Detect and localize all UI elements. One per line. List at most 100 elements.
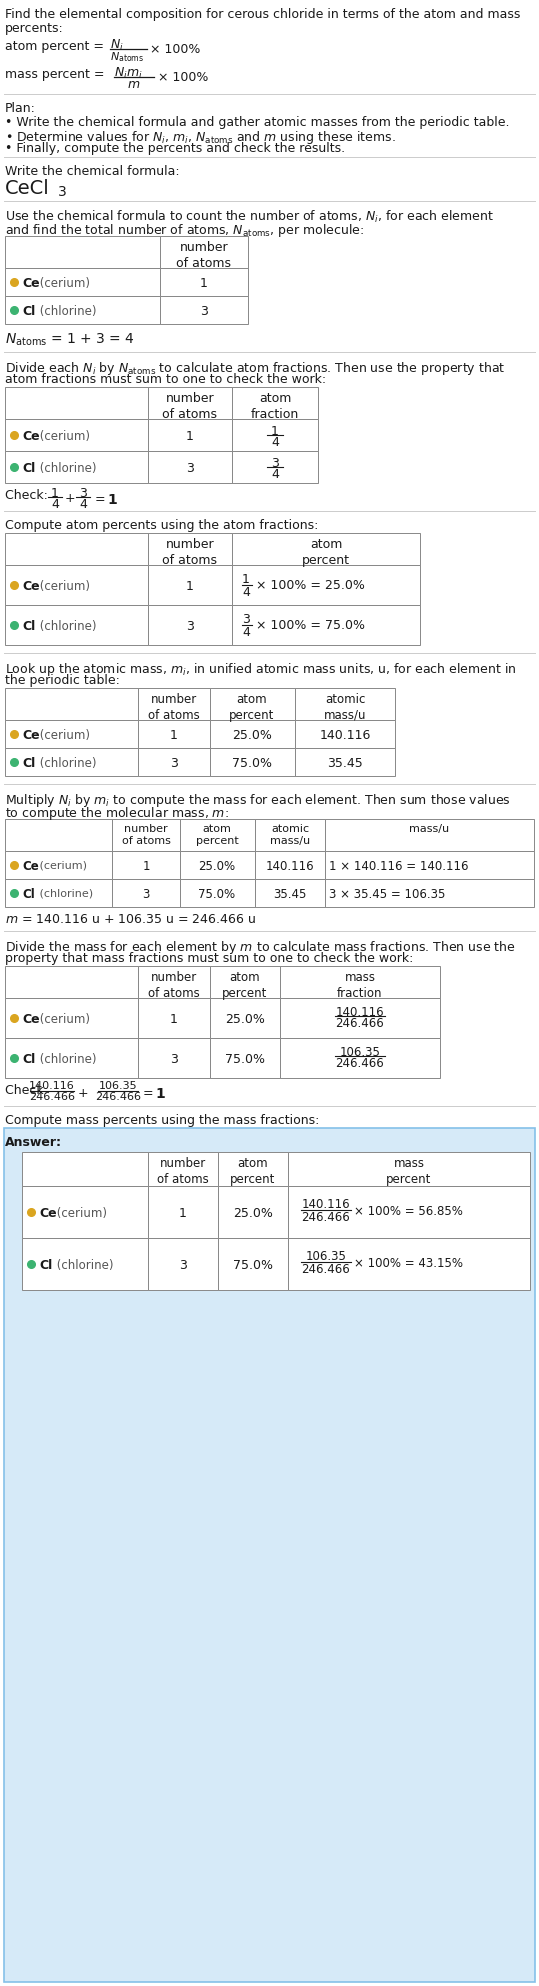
Bar [112, 818, 180, 850]
Text: property that mass fractions must sum to one to check the work:: property that mass fractions must sum to… [5, 951, 413, 965]
Text: number
of atoms: number of atoms [162, 391, 218, 421]
Bar [148, 1186, 218, 1237]
Bar [280, 1039, 440, 1078]
Bar [232, 419, 318, 451]
Bar [148, 1237, 218, 1291]
Text: (chlorine): (chlorine) [36, 757, 96, 771]
Bar [180, 850, 255, 880]
Text: 140.116: 140.116 [319, 729, 371, 743]
Bar [288, 1237, 530, 1291]
Bar [148, 606, 232, 645]
Bar [288, 1186, 530, 1237]
Bar [148, 387, 232, 419]
Bar [210, 965, 280, 999]
Bar [180, 880, 255, 908]
Text: Multiply $N_i$ by $m_i$ to compute the mass for each element. Then sum those val: Multiply $N_i$ by $m_i$ to compute the m… [5, 792, 511, 808]
Text: 3: 3 [58, 185, 67, 199]
Text: × 100% = 75.0%: × 100% = 75.0% [256, 620, 365, 632]
Text: 140.116: 140.116 [302, 1198, 350, 1211]
Text: 4: 4 [242, 626, 250, 639]
Text: • Determine values for $N_i$, $m_i$, $N_\mathrm{atoms}$ and $m$ using these item: • Determine values for $N_i$, $m_i$, $N_… [5, 129, 396, 147]
Bar [22, 1237, 148, 1291]
Bar [160, 268, 248, 296]
Text: 246.466: 246.466 [302, 1263, 350, 1275]
Text: 106.35: 106.35 [306, 1249, 347, 1263]
Text: 1: 1 [170, 729, 178, 743]
Text: percents:: percents: [5, 22, 64, 36]
Text: atomic
mass/u: atomic mass/u [270, 824, 310, 846]
Text: (cerium): (cerium) [36, 276, 90, 290]
Text: 246.466: 246.466 [95, 1092, 141, 1102]
Text: number
of atoms: number of atoms [157, 1158, 209, 1186]
Bar [160, 296, 248, 324]
Bar [138, 1039, 210, 1078]
Text: 1: 1 [107, 493, 117, 506]
Text: 25.0%: 25.0% [233, 1207, 273, 1219]
Text: $m$ = 140.116 u + 106.35 u = 246.466 u: $m$ = 140.116 u + 106.35 u = 246.466 u [5, 914, 256, 925]
Text: Ce: Ce [22, 1013, 40, 1027]
Text: 3: 3 [79, 487, 87, 500]
Text: $N_i m_i$: $N_i m_i$ [114, 66, 143, 81]
Text: (chlorine): (chlorine) [36, 306, 96, 318]
Bar [22, 1152, 148, 1186]
Text: Cl: Cl [22, 620, 35, 634]
Text: number
of atoms: number of atoms [122, 824, 170, 846]
Bar [325, 818, 534, 850]
Text: 106.35: 106.35 [99, 1080, 137, 1090]
Text: 3: 3 [179, 1259, 187, 1271]
Text: Write the chemical formula:: Write the chemical formula: [5, 165, 179, 179]
Text: +: + [78, 1086, 88, 1100]
Text: Cl: Cl [22, 1053, 35, 1066]
Bar [232, 606, 420, 645]
Text: to compute the molecular mass, $m$:: to compute the molecular mass, $m$: [5, 804, 229, 822]
Text: Ce: Ce [39, 1207, 57, 1219]
Bar [22, 1186, 148, 1237]
Text: Check:: Check: [5, 489, 52, 502]
Bar [5, 687, 138, 721]
Bar [5, 532, 148, 564]
Text: × 100%: × 100% [150, 44, 201, 56]
Text: mass percent =: mass percent = [5, 68, 108, 81]
Bar [138, 965, 210, 999]
Bar [138, 999, 210, 1039]
Text: Divide each $N_i$ by $N_\mathrm{atoms}$ to calculate atom fractions. Then use th: Divide each $N_i$ by $N_\mathrm{atoms}$ … [5, 359, 506, 377]
Text: 75.0%: 75.0% [233, 1259, 273, 1271]
Text: number
of atoms: number of atoms [148, 693, 200, 723]
Text: 246.466: 246.466 [336, 1057, 384, 1070]
Text: 4: 4 [79, 498, 87, 510]
Text: +: + [65, 493, 75, 504]
Bar [295, 687, 395, 721]
Bar [5, 236, 160, 268]
Bar [255, 818, 325, 850]
Text: 75.0%: 75.0% [198, 888, 236, 902]
Bar [5, 268, 160, 296]
Bar [5, 818, 112, 850]
Text: =: = [143, 1086, 157, 1100]
Text: 1: 1 [186, 580, 194, 594]
Text: Ce: Ce [22, 431, 40, 443]
Text: (cerium): (cerium) [53, 1207, 107, 1219]
Text: × 100% = 56.85%: × 100% = 56.85% [354, 1206, 463, 1217]
Bar [218, 1237, 288, 1291]
Text: 1: 1 [170, 1013, 178, 1027]
Text: Cl: Cl [22, 306, 35, 318]
Bar [288, 1152, 530, 1186]
Text: $N_\mathrm{atoms}$ = 1 + 3 = 4: $N_\mathrm{atoms}$ = 1 + 3 = 4 [5, 332, 135, 348]
Text: Answer:: Answer: [5, 1136, 62, 1150]
Text: atom
percent: atom percent [229, 693, 275, 723]
Text: (cerium): (cerium) [36, 860, 87, 870]
Bar [232, 387, 318, 419]
Bar [148, 564, 232, 606]
Text: Cl: Cl [22, 757, 35, 771]
Text: 1: 1 [271, 425, 279, 439]
Text: Divide the mass for each element by $m$ to calculate mass fractions. Then use th: Divide the mass for each element by $m$ … [5, 939, 516, 955]
Text: Compute mass percents using the mass fractions:: Compute mass percents using the mass fra… [5, 1114, 320, 1126]
Bar [210, 1039, 280, 1078]
Text: 106.35: 106.35 [340, 1047, 381, 1059]
Text: atom
percent: atom percent [302, 538, 350, 566]
Bar [255, 880, 325, 908]
Text: mass/u: mass/u [409, 824, 449, 834]
Bar [5, 749, 138, 777]
Text: 75.0%: 75.0% [225, 1053, 265, 1066]
Bar [210, 749, 295, 777]
